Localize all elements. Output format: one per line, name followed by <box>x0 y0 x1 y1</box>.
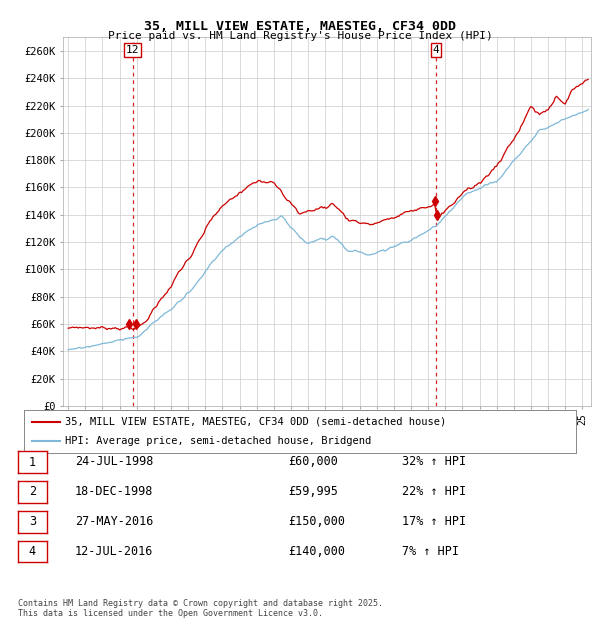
Text: £60,000: £60,000 <box>288 456 338 468</box>
Text: 4: 4 <box>433 45 440 55</box>
Text: 22% ↑ HPI: 22% ↑ HPI <box>402 485 466 498</box>
Text: 12: 12 <box>126 45 139 55</box>
Text: 24-JUL-1998: 24-JUL-1998 <box>75 456 154 468</box>
Text: 4: 4 <box>29 545 36 558</box>
Text: 27-MAY-2016: 27-MAY-2016 <box>75 515 154 528</box>
Text: 35, MILL VIEW ESTATE, MAESTEG, CF34 0DD: 35, MILL VIEW ESTATE, MAESTEG, CF34 0DD <box>144 20 456 33</box>
Text: £150,000: £150,000 <box>288 515 345 528</box>
Text: £59,995: £59,995 <box>288 485 338 498</box>
Text: 18-DEC-1998: 18-DEC-1998 <box>75 485 154 498</box>
Text: 3: 3 <box>29 515 36 528</box>
Text: £140,000: £140,000 <box>288 545 345 557</box>
Text: HPI: Average price, semi-detached house, Bridgend: HPI: Average price, semi-detached house,… <box>65 436 371 446</box>
Text: Contains HM Land Registry data © Crown copyright and database right 2025.
This d: Contains HM Land Registry data © Crown c… <box>18 599 383 618</box>
Text: 2: 2 <box>29 485 36 498</box>
Text: 12-JUL-2016: 12-JUL-2016 <box>75 545 154 557</box>
Text: 35, MILL VIEW ESTATE, MAESTEG, CF34 0DD (semi-detached house): 35, MILL VIEW ESTATE, MAESTEG, CF34 0DD … <box>65 417 446 427</box>
Text: 17% ↑ HPI: 17% ↑ HPI <box>402 515 466 528</box>
Text: 7% ↑ HPI: 7% ↑ HPI <box>402 545 459 557</box>
Text: 1: 1 <box>29 456 36 469</box>
Text: Price paid vs. HM Land Registry's House Price Index (HPI): Price paid vs. HM Land Registry's House … <box>107 31 493 41</box>
Text: 32% ↑ HPI: 32% ↑ HPI <box>402 456 466 468</box>
